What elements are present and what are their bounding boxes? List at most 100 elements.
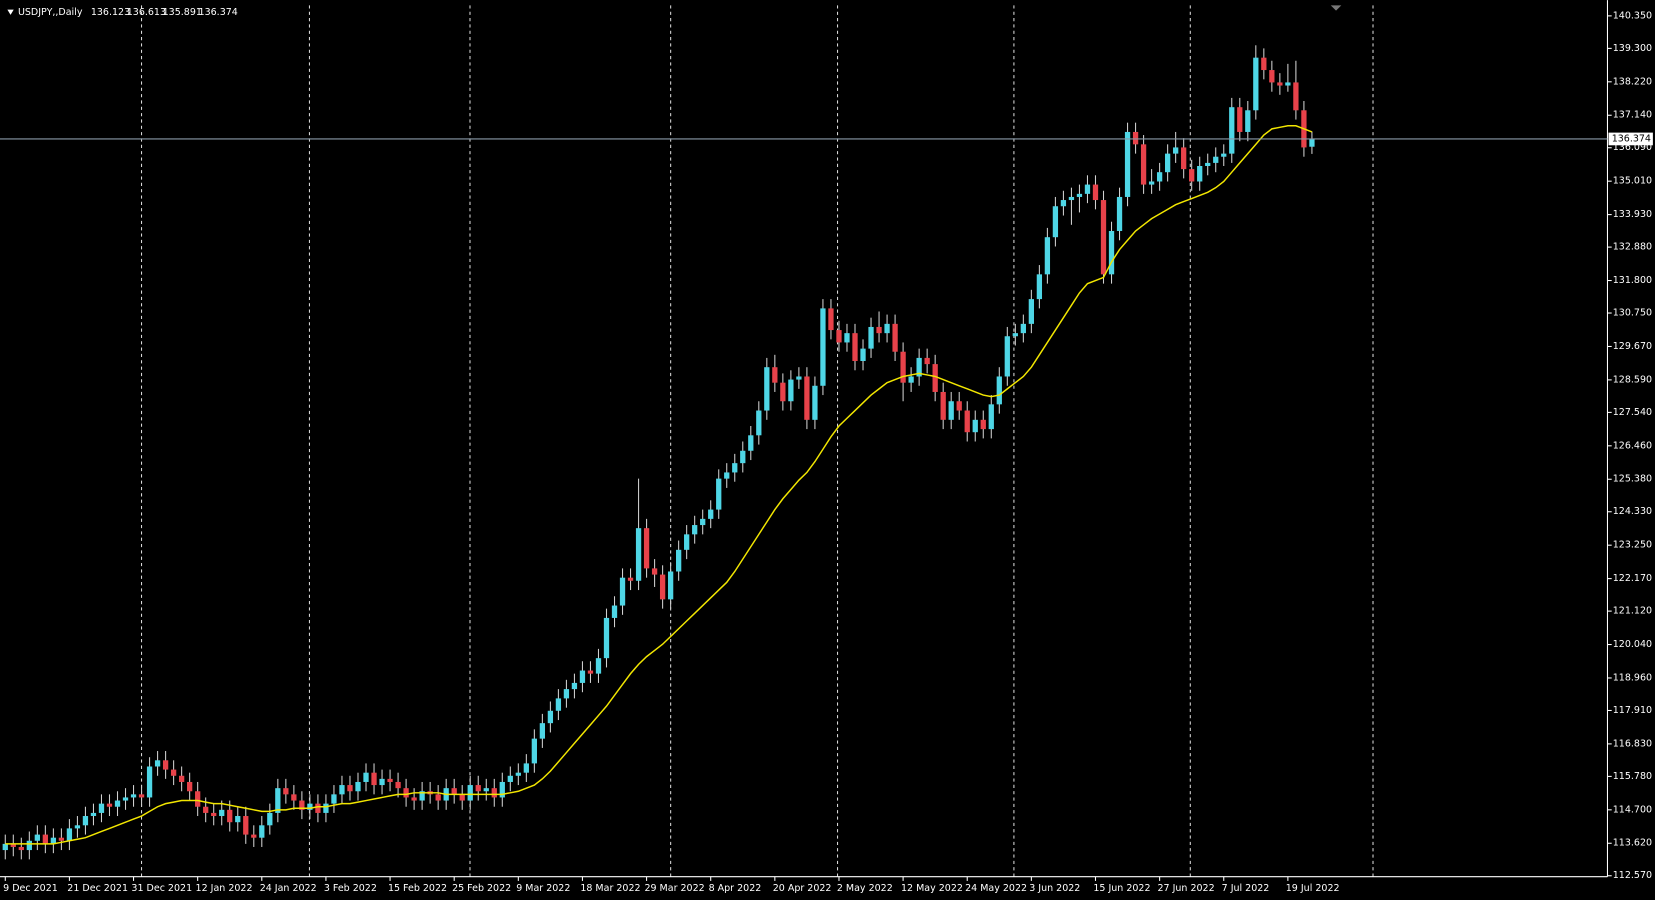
candle-body	[291, 794, 297, 801]
candle-body	[203, 806, 209, 813]
x-tick-label: 29 Mar 2022	[644, 883, 704, 894]
candle-body	[748, 435, 754, 451]
header-open: 136.123	[91, 7, 130, 18]
candle-body	[379, 778, 385, 786]
candle-body	[836, 330, 842, 343]
candle-body	[732, 463, 738, 473]
y-tick-label: 139.300	[1613, 43, 1652, 54]
header-close: 136.374	[199, 7, 238, 18]
candle-body	[635, 528, 642, 581]
current-price-label: 136.374	[1612, 133, 1651, 144]
candle-body	[539, 723, 546, 739]
candle-body	[323, 803, 329, 813]
candle-body	[34, 834, 40, 841]
candle-body	[1028, 299, 1035, 324]
y-tick-label: 132.880	[1613, 242, 1652, 253]
candle-body	[980, 419, 986, 430]
candle-body	[66, 828, 73, 841]
x-tick-label: 9 Mar 2022	[516, 883, 570, 894]
candle-body	[1164, 153, 1171, 173]
x-tick-label: 25 Feb 2022	[452, 883, 511, 894]
candle-body	[1012, 333, 1018, 337]
candle-body	[780, 382, 786, 402]
candle-body	[1189, 169, 1195, 182]
candle-body	[924, 357, 930, 365]
candle-body	[259, 825, 265, 838]
y-tick-label: 123.250	[1613, 540, 1652, 551]
candle-body	[1036, 274, 1043, 300]
y-tick-label: 115.780	[1613, 771, 1652, 782]
candle-body	[1092, 184, 1099, 201]
candle-body	[684, 534, 690, 550]
candle-body	[515, 772, 521, 776]
candle-body	[475, 785, 481, 792]
candle-body	[1197, 166, 1203, 182]
candle-body	[1004, 336, 1010, 377]
candle-body	[1261, 57, 1267, 71]
y-tick-label: 126.460	[1613, 440, 1652, 451]
candle-body	[82, 816, 89, 826]
x-tick-label: 31 Dec 2021	[131, 883, 192, 894]
candle-body	[395, 781, 401, 789]
candle-body	[1269, 70, 1275, 83]
y-tick-label: 133.930	[1613, 209, 1652, 220]
candle-body	[178, 775, 185, 782]
x-tick-label: 9 Dec 2021	[3, 883, 58, 894]
candle-body	[772, 367, 778, 383]
header: USDJPY,,Daily 136.123 136.613 135.891 13…	[7, 7, 238, 18]
candle-body	[1237, 107, 1243, 132]
candle-body	[355, 781, 361, 792]
candle-body	[58, 837, 65, 841]
x-tick-label: 3 Jun 2022	[1029, 883, 1080, 894]
candle-body	[996, 376, 1002, 405]
candle-body	[267, 812, 273, 826]
y-tick-label: 124.330	[1613, 506, 1652, 517]
header-high: 136.613	[127, 7, 166, 18]
candle-body	[18, 846, 24, 851]
candle-body	[860, 348, 866, 362]
candle-body	[956, 401, 962, 411]
y-tick-label: 137.140	[1613, 110, 1652, 121]
candle-body	[1140, 144, 1147, 185]
candle-body	[146, 766, 153, 798]
x-tick-label: 20 Apr 2022	[773, 883, 832, 894]
candle-body	[667, 571, 674, 600]
candle-body	[275, 788, 281, 813]
candle-body	[708, 509, 714, 519]
candle-body	[740, 450, 746, 464]
candle-body	[98, 803, 105, 813]
y-tick-label: 129.670	[1613, 341, 1652, 352]
candle-body	[243, 816, 249, 835]
candle-body	[1173, 147, 1179, 154]
candle-body	[595, 658, 602, 674]
y-tick-label: 135.010	[1613, 176, 1652, 187]
y-tick-label: 136.090	[1613, 142, 1652, 153]
y-tick-label: 112.570	[1613, 870, 1652, 881]
candle-body	[1229, 107, 1235, 154]
candle-body	[483, 788, 489, 792]
candle-body	[716, 478, 722, 510]
candle-body	[900, 351, 906, 383]
x-tick-label: 15 Jun 2022	[1093, 883, 1150, 894]
candle-body	[1076, 193, 1083, 197]
x-tick-label: 27 Jun 2022	[1158, 883, 1215, 894]
candle-body	[724, 472, 730, 479]
y-tick-label: 128.590	[1613, 374, 1652, 385]
candle-body	[788, 379, 794, 402]
candle-body	[74, 825, 81, 829]
candle-body	[1060, 200, 1067, 207]
candle-body	[1221, 153, 1227, 157]
candle-body	[1245, 110, 1251, 132]
candle-body	[90, 812, 97, 817]
candle-body	[828, 308, 834, 331]
candle-body	[170, 769, 177, 776]
candle-body	[1020, 323, 1026, 334]
candle-body	[1156, 172, 1163, 182]
candle-body	[10, 843, 16, 847]
candle-body	[908, 376, 914, 383]
header-low: 135.891	[163, 7, 202, 18]
candle-body	[122, 797, 129, 801]
y-tick-label: 127.540	[1613, 407, 1652, 418]
x-tick-label: 3 Feb 2022	[324, 883, 377, 894]
shift-marker	[1330, 5, 1342, 11]
